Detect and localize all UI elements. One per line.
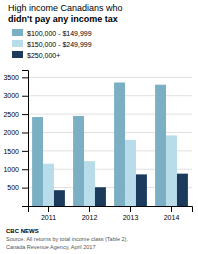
- tick: 2500: [3, 111, 28, 118]
- tick: 2011: [41, 206, 56, 221]
- tick-label: 2014: [164, 214, 180, 221]
- tick-label: 3000: [3, 92, 19, 99]
- tick-mark: [22, 77, 28, 78]
- tick-mark: [22, 188, 28, 189]
- bar-series: [32, 82, 166, 206]
- tick: 500: [7, 184, 28, 191]
- legend: $100,000 - $149,999 $150,000 - $249,999 $2…: [12, 29, 92, 59]
- tick-label: 2000: [3, 129, 19, 136]
- bar: [54, 190, 65, 206]
- tick-mark: [22, 96, 28, 97]
- tick: 1500: [3, 148, 28, 155]
- tick-mark: [130, 206, 131, 212]
- legend-item: $150,000 - $249,999: [12, 40, 92, 48]
- tick: 2014: [164, 206, 180, 221]
- annotation: Source: All returns by total income clas…: [6, 236, 128, 242]
- tick: 3000: [3, 92, 28, 99]
- tick: 2013: [123, 206, 139, 221]
- x-axis: 2011 2012 2013 2014: [29, 206, 193, 221]
- axis-domain: [22, 71, 29, 207]
- legend-label: $150,000 - $249,999: [27, 41, 92, 48]
- bar-series: [54, 174, 188, 206]
- chart-root: High income Canadians whodidn't pay any …: [0, 0, 198, 254]
- tick: 1000: [3, 166, 28, 173]
- axis-domain: [29, 207, 193, 213]
- bar: [166, 135, 177, 206]
- tick-label: 1000: [3, 166, 19, 173]
- legend-label: $250,000+: [27, 52, 60, 59]
- legend-item: $250,000+: [12, 51, 60, 59]
- tick: 3500: [3, 74, 28, 81]
- bar: [125, 140, 136, 206]
- grid-line: [28, 132, 192, 133]
- legend-swatch: [12, 40, 23, 47]
- bar: [114, 82, 125, 206]
- grid-line: [28, 77, 192, 78]
- tick: 2012: [82, 206, 98, 221]
- tick-mark: [89, 206, 90, 212]
- bar: [177, 174, 188, 206]
- bar: [95, 187, 106, 206]
- legend-swatch: [12, 29, 23, 36]
- tick-label: 2013: [123, 214, 139, 221]
- bar: [73, 116, 84, 206]
- plot: 5001000150020002500300035002011201220132…: [3, 71, 192, 221]
- bars: [32, 82, 188, 206]
- tick-mark: [171, 206, 172, 212]
- subtitle: didn't pay any income tax: [8, 14, 118, 24]
- tick-mark: [22, 169, 28, 170]
- tick: 2000: [3, 129, 28, 136]
- tick-mark: [22, 151, 28, 152]
- legend-item: $100,000 - $149,999: [12, 29, 92, 37]
- bar: [155, 85, 166, 206]
- legend-label: $100,000 - $149,999: [27, 30, 92, 37]
- bar-series: [43, 135, 177, 206]
- tick-label: 2012: [82, 214, 98, 221]
- tick-mark: [22, 114, 28, 115]
- annotation: CBC NEWS: [6, 228, 39, 234]
- bar: [136, 174, 147, 206]
- annotation: Canada Revenue Agency, April 2017: [6, 244, 96, 250]
- tick-mark: [48, 206, 49, 212]
- tick-label: 2500: [3, 111, 19, 118]
- tick-label: 1500: [3, 148, 19, 155]
- legend-swatch: [12, 51, 23, 58]
- tick-label: 500: [7, 184, 19, 191]
- grid-line: [28, 114, 192, 115]
- grid-line: [28, 95, 192, 96]
- bar: [84, 161, 95, 206]
- title: High income Canadians who: [8, 3, 123, 13]
- tick-label: 3500: [3, 74, 19, 81]
- tick-mark: [22, 132, 28, 133]
- bar: [43, 164, 54, 206]
- y-axis: 500 1000 1500 2000 2500 3000 3500: [3, 71, 28, 207]
- bar: [32, 117, 43, 206]
- tick-label: 2011: [41, 214, 56, 221]
